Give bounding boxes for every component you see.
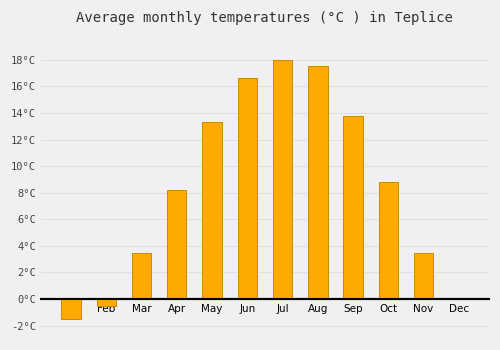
Bar [62, 299, 80, 319]
Bar [308, 66, 328, 299]
Title: Average monthly temperatures (°C ) in Teplice: Average monthly temperatures (°C ) in Te… [76, 11, 454, 25]
Bar [378, 182, 398, 299]
Bar [344, 116, 363, 299]
Bar [167, 190, 186, 299]
Bar [273, 60, 292, 299]
Bar [414, 252, 434, 299]
Bar [96, 299, 116, 306]
Bar [202, 122, 222, 299]
Bar [132, 252, 151, 299]
Bar [238, 78, 257, 299]
